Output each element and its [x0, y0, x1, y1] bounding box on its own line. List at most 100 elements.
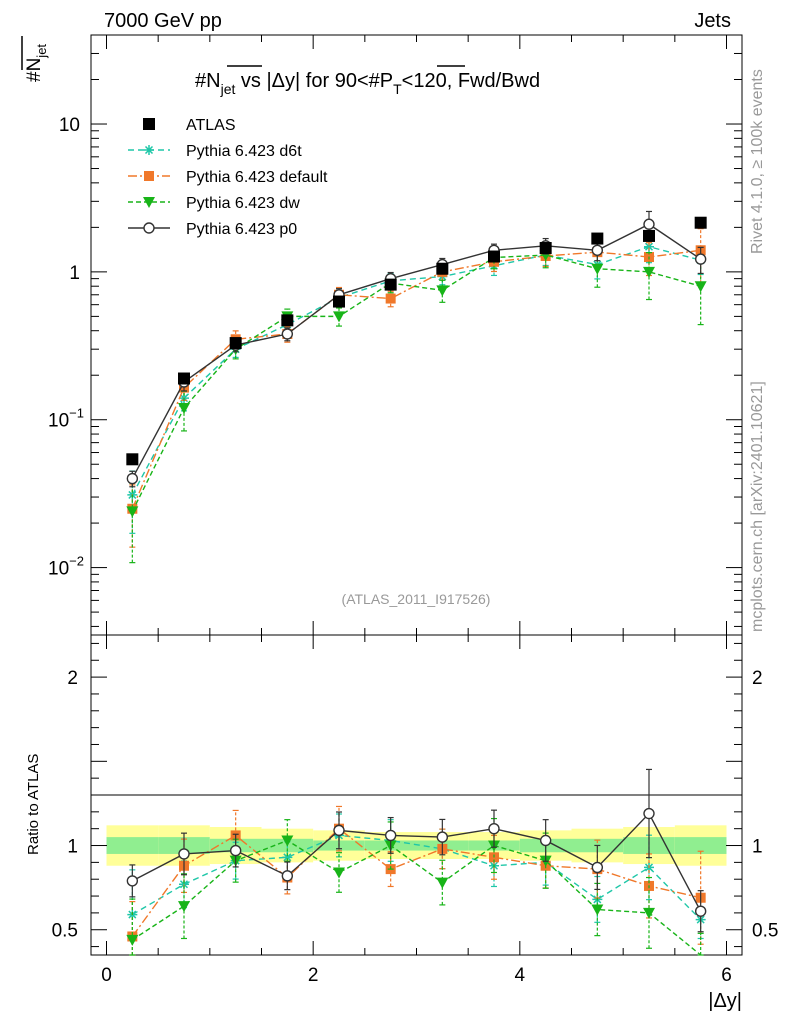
atlas-data-point: [384, 278, 397, 291]
main-line-p0: [131, 223, 702, 479]
ratio-axis-ticks: 0 2 4 6 0.5 0.5 1 1 2 2: [52, 635, 778, 986]
ratio-series-group: [126, 768, 707, 956]
legend-item-d6t: Pythia 6.423 d6t: [128, 143, 302, 160]
main-series-dw: [126, 243, 707, 564]
analysis-watermark: (ATLAS_2011_I917526): [342, 591, 491, 607]
main-point-default: [385, 293, 396, 304]
legend-label-atlas: ATLAS: [186, 117, 236, 134]
header-energy-label: 7000 GeV pp: [104, 10, 222, 32]
ratio-ylabel: Ratio to ATLAS: [25, 754, 42, 855]
ratio-point-dw: [436, 877, 449, 889]
ratio-point-dw: [591, 904, 604, 916]
ratio-line-dw: [131, 839, 702, 956]
ratio-point-dw: [126, 934, 139, 946]
ratio-point-p0: [436, 831, 449, 843]
y-tick-label: 1: [69, 263, 80, 284]
ratio-point-p0: [333, 824, 345, 837]
main-point-dw: [126, 506, 139, 518]
ratio-point-dw: [333, 867, 345, 879]
mcplots-credit-label: mcplots.cern.ch [arXiv:2401.10621]: [749, 381, 766, 632]
ratio-y-tick-label: 1: [67, 837, 78, 858]
ratio-point-p0: [126, 875, 139, 887]
main-point-p0: [126, 472, 139, 485]
main-ylabel: #Njet: [21, 36, 49, 82]
legend-marker-d6t: [144, 145, 154, 155]
legend-item-default: Pythia 6.423 default: [128, 169, 328, 186]
legend-marker-dw: [143, 197, 155, 208]
ratio-line-default: [131, 827, 701, 937]
ratio-series-p0: [126, 768, 707, 933]
ratio-y-tick-label: 2: [67, 668, 78, 689]
ratio-point-p0: [281, 870, 294, 882]
atlas-data-point: [281, 314, 294, 327]
ratio-point-d6t: [179, 879, 189, 890]
main-axis-ticks: 10 1 10−1 10−2: [48, 34, 742, 635]
main-point-dw: [643, 266, 655, 278]
legend-marker-default: [144, 171, 154, 181]
legend-item-dw: Pythia 6.423 dw: [128, 195, 300, 212]
main-point-p0: [591, 244, 604, 256]
ratio-y-tick-label-right: 1: [752, 837, 763, 858]
legend-label-dw: Pythia 6.423 dw: [186, 195, 300, 212]
main-line-dw: [131, 254, 701, 512]
main-point-p0: [281, 328, 294, 340]
ratio-y-tick-label-right: 2: [752, 668, 763, 689]
legend-item-atlas: ATLAS: [143, 117, 236, 134]
legend-item-p0: Pythia 6.423 p0: [128, 221, 297, 238]
ratio-y-tick-label-right: 0.5: [752, 921, 778, 942]
x-tick-label: 0: [101, 965, 112, 986]
ratio-series-dw: [126, 817, 704, 956]
y-tick-label: 10−2: [48, 554, 84, 580]
ratio-point-p0: [643, 807, 655, 820]
atlas-data-point: [488, 250, 500, 263]
ratio-point-p0: [591, 861, 604, 874]
ratio-point-p0: [539, 834, 552, 847]
main-line-d6t: [131, 245, 701, 496]
legend-label-default: Pythia 6.423 default: [186, 169, 328, 186]
ratio-band-inner: [674, 837, 727, 854]
main-line-default: [131, 249, 701, 510]
main-point-dw: [178, 403, 190, 415]
main-point-dw: [436, 285, 449, 297]
legend-label-p0: Pythia 6.423 p0: [186, 221, 297, 238]
atlas-data-point: [333, 295, 345, 308]
svg-text:#Njet vs |Δy| for 90<#PT<120,: #Njet vs |Δy| for 90<#PT<120, Fwd/Bwd: [195, 70, 540, 97]
y-tick-label: 10−1: [48, 406, 84, 432]
ratio-y-tick-label: 0.5: [52, 921, 78, 942]
main-point-dw: [333, 311, 345, 323]
ratio-point-d6t: [282, 852, 293, 863]
main-series-p0: [126, 210, 707, 488]
atlas-data-point: [539, 242, 552, 255]
ratio-point-dw: [643, 907, 655, 919]
legend-marker-atlas: [143, 118, 155, 130]
atlas-data-point: [229, 337, 242, 350]
ratio-line-p0: [132, 812, 702, 912]
x-tick-label: 6: [721, 965, 732, 986]
atlas-data-point: [591, 232, 604, 245]
atlas-data-point: [436, 262, 449, 275]
x-tick-label: 4: [515, 965, 526, 986]
atlas-data-point: [126, 453, 139, 466]
legend-marker-p0: [143, 222, 155, 234]
main-point-dw: [591, 263, 604, 275]
ratio-point-dw: [178, 901, 190, 913]
atlas-data-point: [643, 229, 655, 242]
atlas-data-point: [178, 372, 190, 385]
svg-text:#Njet: #Njet: [24, 44, 49, 82]
atlas-data-point: [694, 216, 707, 229]
ratio-band-inner: [106, 837, 159, 854]
ratio-point-p0: [384, 829, 397, 842]
rivet-version-label: Rivet 4.1.0, ≥ 100k events: [749, 69, 766, 254]
main-series-d6t: [127, 233, 706, 534]
legend-label-d6t: Pythia 6.423 d6t: [186, 143, 302, 160]
ratio-point-p0: [488, 822, 500, 835]
main-point-d6t: [644, 241, 654, 252]
main-point-dw: [694, 281, 707, 293]
chart-title: #Njet vs |Δy| for 90<#PT<120, Fwd/Bwd: [195, 65, 540, 97]
main-series-group: [126, 210, 707, 564]
ratio-point-p0: [178, 848, 190, 860]
main-series-atlas: [126, 216, 707, 466]
ratio-line-d6t: [131, 834, 702, 921]
ratio-point-dw: [281, 835, 294, 847]
